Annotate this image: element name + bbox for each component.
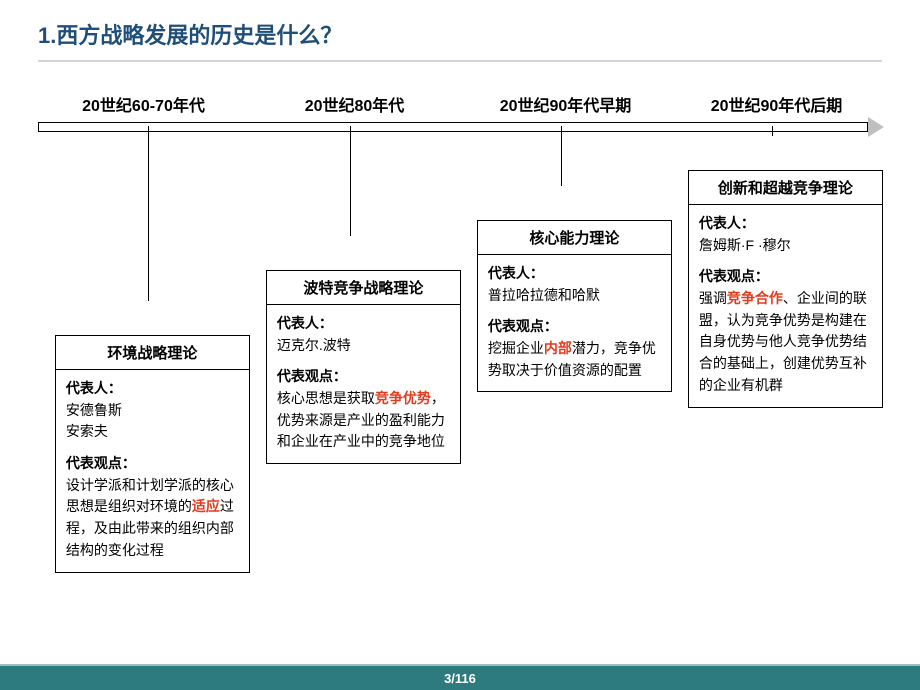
timeline: 20世纪60-70年代20世纪80年代20世纪90年代早期20世纪90年代后期 … <box>38 92 882 632</box>
viewpoint-label: 代表观点： <box>66 453 239 475</box>
page-number: 3/116 <box>444 671 476 686</box>
representative-name: 安索夫 <box>66 421 239 443</box>
era-label: 20世纪60-70年代 <box>38 92 249 118</box>
card-title: 核心能力理论 <box>478 221 671 255</box>
drop-line <box>350 126 351 236</box>
theory-card-porter: 波特竞争战略理论代表人：迈克尔.波特代表观点：核心思想是获取竞争优势，优势来源是… <box>266 270 461 464</box>
viewpoint-text: 强调竞争合作、企业间的联盟，认为竞争优势是构建在自身优势与他人竞争优势结合的基础… <box>699 288 872 396</box>
card-body: 代表人：迈克尔.波特代表观点：核心思想是获取竞争优势，优势来源是产业的盈利能力和… <box>267 305 460 463</box>
card-title: 创新和超越竞争理论 <box>689 171 882 205</box>
representative-name: 詹姆斯·F ·穆尔 <box>699 235 872 257</box>
theory-card-env: 环境战略理论代表人：安德鲁斯安索夫代表观点：设计学派和计划学派的核心思想是组织对… <box>55 335 250 573</box>
theory-card-innov: 创新和超越竞争理论代表人：詹姆斯·F ·穆尔代表观点：强调竞争合作、企业间的联盟… <box>688 170 883 408</box>
drop-line <box>561 126 562 186</box>
card-body: 代表人：詹姆斯·F ·穆尔代表观点：强调竞争合作、企业间的联盟，认为竞争优势是构… <box>689 205 882 407</box>
era-labels: 20世纪60-70年代20世纪80年代20世纪90年代早期20世纪90年代后期 <box>38 92 882 118</box>
representative-label: 代表人： <box>699 213 872 235</box>
theory-card-core: 核心能力理论代表人：普拉哈拉德和哈默代表观点：挖掘企业内部潜力，竞争优势取决于价… <box>477 220 672 392</box>
drop-line <box>772 126 773 136</box>
representative-label: 代表人： <box>488 263 661 285</box>
drop-line <box>148 126 149 301</box>
highlight-term: 适应 <box>192 498 220 514</box>
viewpoint-label: 代表观点： <box>277 366 450 388</box>
highlight-term: 内部 <box>544 340 572 356</box>
viewpoint-label: 代表观点： <box>699 266 872 288</box>
card-title: 波特竞争战略理论 <box>267 271 460 305</box>
drop-lines: 环境战略理论代表人：安德鲁斯安索夫代表观点：设计学派和计划学派的核心思想是组织对… <box>38 126 882 626</box>
representative-label: 代表人： <box>66 378 239 400</box>
era-label: 20世纪90年代后期 <box>671 92 882 118</box>
representative-label: 代表人： <box>277 313 450 335</box>
title-underline <box>38 60 882 62</box>
representative-name: 迈克尔.波特 <box>277 335 450 357</box>
footer-bar: 3/116 <box>0 666 920 690</box>
card-title: 环境战略理论 <box>56 336 249 370</box>
card-body: 代表人：普拉哈拉德和哈默代表观点：挖掘企业内部潜力，竞争优势取决于价值资源的配置 <box>478 255 671 391</box>
viewpoint-text: 核心思想是获取竞争优势，优势来源是产业的盈利能力和企业在产业中的竞争地位 <box>277 388 450 453</box>
era-label: 20世纪80年代 <box>249 92 460 118</box>
slide-title: 1.西方战略发展的历史是什么？ <box>0 0 920 50</box>
era-label: 20世纪90年代早期 <box>460 92 671 118</box>
highlight-term: 竞争合作 <box>727 290 783 306</box>
card-body: 代表人：安德鲁斯安索夫代表观点：设计学派和计划学派的核心思想是组织对环境的适应过… <box>56 370 249 572</box>
representative-name: 普拉哈拉德和哈默 <box>488 285 661 307</box>
viewpoint-text: 设计学派和计划学派的核心思想是组织对环境的适应过程，及由此带来的组织内部结构的变… <box>66 475 239 562</box>
viewpoint-text: 挖掘企业内部潜力，竞争优势取决于价值资源的配置 <box>488 338 661 381</box>
representative-name: 安德鲁斯 <box>66 400 239 422</box>
viewpoint-label: 代表观点： <box>488 316 661 338</box>
highlight-term: 竞争优势 <box>375 390 431 406</box>
